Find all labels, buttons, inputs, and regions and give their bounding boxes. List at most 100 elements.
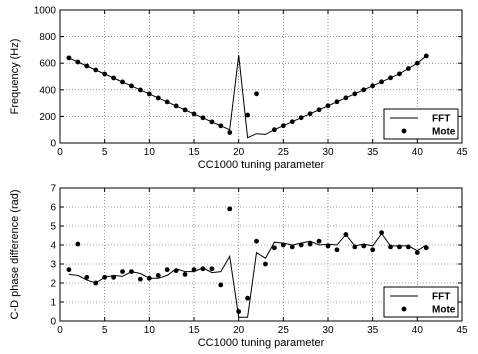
y-tick-label: 600 bbox=[39, 59, 56, 70]
data-point-mote bbox=[156, 96, 161, 101]
data-point-mote bbox=[129, 84, 134, 89]
y-axis-label: Frequency (Hz) bbox=[9, 39, 21, 115]
data-point-mote bbox=[102, 72, 107, 77]
x-tick-label: 40 bbox=[412, 147, 424, 158]
data-point-mote bbox=[138, 277, 143, 282]
data-point-mote bbox=[361, 87, 366, 92]
data-point-mote bbox=[245, 296, 250, 301]
legend-swatch-mote bbox=[402, 129, 407, 134]
data-point-mote bbox=[335, 247, 340, 252]
data-point-mote bbox=[93, 281, 98, 286]
y-tick-label: 1000 bbox=[34, 6, 57, 17]
data-point-mote bbox=[236, 309, 241, 314]
data-point-mote bbox=[370, 247, 375, 252]
data-point-mote bbox=[308, 111, 313, 116]
y-tick-label: 2 bbox=[50, 279, 56, 290]
x-tick-label: 0 bbox=[57, 147, 63, 158]
data-point-mote bbox=[174, 268, 179, 273]
data-point-mote bbox=[218, 283, 223, 288]
x-tick-label: 40 bbox=[412, 325, 424, 336]
x-tick-label: 5 bbox=[102, 147, 108, 158]
x-tick-label: 10 bbox=[144, 325, 156, 336]
y-tick-label: 0 bbox=[50, 317, 56, 328]
data-point-mote bbox=[174, 103, 179, 108]
legend-swatch-mote bbox=[402, 307, 407, 312]
data-point-mote bbox=[308, 242, 313, 247]
data-point-mote bbox=[84, 275, 89, 280]
x-tick-label: 30 bbox=[322, 147, 334, 158]
data-point-mote bbox=[138, 88, 143, 93]
data-point-mote bbox=[388, 245, 393, 250]
x-tick-label: 35 bbox=[367, 147, 379, 158]
legend-label-mote: Mote bbox=[432, 305, 456, 316]
x-tick-label: 10 bbox=[144, 147, 156, 158]
data-point-mote bbox=[165, 267, 170, 272]
data-point-mote bbox=[290, 119, 295, 124]
data-point-mote bbox=[245, 113, 250, 118]
data-point-mote bbox=[254, 91, 259, 96]
y-tick-label: 1 bbox=[50, 298, 56, 309]
y-tick-label: 200 bbox=[39, 112, 56, 123]
data-point-mote bbox=[290, 245, 295, 250]
x-tick-label: 25 bbox=[278, 325, 290, 336]
data-point-mote bbox=[67, 267, 72, 272]
x-tick-label: 35 bbox=[367, 325, 379, 336]
data-point-mote bbox=[335, 99, 340, 104]
data-point-mote bbox=[192, 267, 197, 272]
x-tick-label: 15 bbox=[188, 147, 200, 158]
data-point-mote bbox=[263, 262, 268, 267]
data-point-mote bbox=[352, 91, 357, 96]
data-point-mote bbox=[165, 100, 170, 105]
data-point-mote bbox=[406, 245, 411, 250]
data-point-mote bbox=[281, 243, 286, 248]
data-point-mote bbox=[67, 55, 72, 60]
data-point-mote bbox=[281, 123, 286, 128]
legend-label-fft: FFT bbox=[432, 292, 450, 303]
data-point-mote bbox=[111, 275, 116, 280]
x-axis-label: CC1000 tuning parameter bbox=[198, 337, 325, 349]
data-point-mote bbox=[156, 273, 161, 278]
data-point-mote bbox=[227, 130, 232, 135]
x-tick-label: 30 bbox=[322, 325, 334, 336]
data-point-mote bbox=[370, 83, 375, 88]
data-point-mote bbox=[326, 244, 331, 249]
data-point-mote bbox=[147, 276, 152, 281]
data-point-mote bbox=[272, 127, 277, 132]
x-tick-label: 45 bbox=[456, 147, 468, 158]
y-tick-label: 0 bbox=[50, 139, 56, 150]
y-tick-label: 400 bbox=[39, 85, 56, 96]
data-point-mote bbox=[352, 245, 357, 250]
data-point-mote bbox=[343, 95, 348, 100]
x-tick-label: 15 bbox=[188, 325, 200, 336]
data-point-mote bbox=[424, 245, 429, 250]
data-point-mote bbox=[75, 242, 80, 247]
data-point-mote bbox=[201, 115, 206, 120]
x-tick-label: 45 bbox=[456, 325, 468, 336]
y-tick-label: 3 bbox=[50, 260, 56, 271]
y-tick-label: 800 bbox=[39, 32, 56, 43]
x-tick-label: 5 bbox=[102, 325, 108, 336]
y-tick-label: 4 bbox=[50, 241, 56, 252]
data-point-mote bbox=[397, 71, 402, 76]
data-point-mote bbox=[299, 115, 304, 120]
data-point-mote bbox=[120, 80, 125, 85]
data-point-mote bbox=[424, 53, 429, 58]
data-point-mote bbox=[209, 119, 214, 124]
data-point-mote bbox=[129, 269, 134, 274]
data-point-mote bbox=[147, 92, 152, 97]
y-tick-label: 5 bbox=[50, 222, 56, 233]
data-point-mote bbox=[397, 245, 402, 250]
y-axis-label: C-D phase difference (rad) bbox=[9, 189, 21, 319]
data-point-mote bbox=[84, 64, 89, 69]
data-point-mote bbox=[379, 230, 384, 235]
data-point-mote bbox=[388, 75, 393, 80]
data-point-mote bbox=[209, 266, 214, 271]
legend-label-mote: Mote bbox=[432, 127, 456, 138]
data-point-mote bbox=[75, 60, 80, 65]
x-tick-label: 0 bbox=[57, 325, 63, 336]
data-point-mote bbox=[201, 266, 206, 271]
data-point-mote bbox=[192, 111, 197, 116]
data-point-mote bbox=[406, 66, 411, 71]
